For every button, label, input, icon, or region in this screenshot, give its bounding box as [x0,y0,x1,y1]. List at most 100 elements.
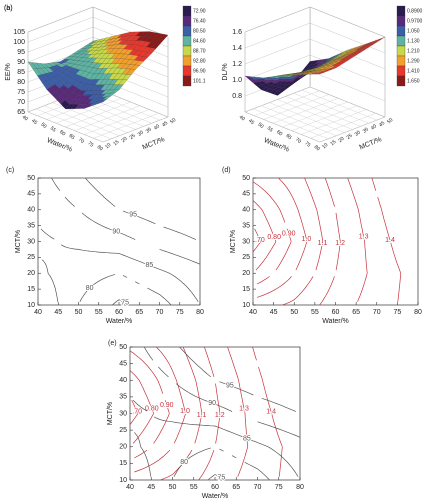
contour-label: 1.4 [385,237,395,244]
grid-line [244,38,386,70]
y-tick-label: 15 [329,139,337,147]
x-tick-label: 55 [190,484,198,491]
x-tick-label: 50 [75,309,83,316]
contour-line [252,228,261,253]
colorbar-swatch [182,15,192,27]
contour-label: 1.2 [335,240,345,247]
colorbar-label: 96.90 [193,68,206,74]
contour-label: 0.90 [160,402,174,409]
x-tick-label: 75 [303,140,311,148]
contour-label: 95 [129,212,137,219]
colorbar-swatch [396,5,406,17]
x-tick-label: 70 [294,137,302,145]
x-tick-label: 40 [238,114,246,122]
contour-line [282,177,324,306]
grid-line [277,99,353,130]
colorbar-swatch [182,45,192,57]
x-tick-label: 60 [332,309,340,316]
y-axis-label: MCT/% [141,136,165,151]
y-axis-label: MCT/% [230,230,237,253]
y-tick-label: 15 [119,460,127,467]
colorbar-swatch [396,45,406,57]
colorbar-label: 72.90 [193,8,206,14]
x-tick-label: 65 [135,309,143,316]
contour-line [252,181,292,285]
x-tick-label: 45 [247,118,255,126]
y-tick-label: 35 [27,222,35,229]
contour-label: 1.3 [239,405,249,412]
x-tick-label: 65 [232,484,240,491]
x-tick-label: 55 [49,125,57,133]
colorbar-swatch [182,35,192,47]
y-tick-label: 40 [119,377,127,384]
contour-line [173,447,270,481]
y-tick-label: 35 [362,126,370,134]
grid-line [261,105,337,136]
x-tick-label: 55 [95,309,103,316]
z-tick-label: 85 [17,69,25,76]
z-tick-label: 80 [17,79,25,86]
colorbar-label: 84.60 [193,38,206,44]
y-tick-label: 50 [119,344,127,351]
y-tick-label: 50 [242,175,250,182]
y-tick-label: 10 [242,302,250,309]
contour-line [371,177,402,302]
colorbar-label: 76.40 [193,18,206,24]
contour-line [198,346,221,481]
colorbar-label: 1.650 [407,78,420,84]
contour-label: 75 [217,475,225,482]
z-tick-label: 65 [17,109,25,116]
plot-frame [37,177,201,306]
y-tick-label: 25 [27,254,35,261]
x-tick-label: 45 [54,309,62,316]
z-axis-label: DL/% [222,63,229,80]
colorbar-label: 88.70 [193,48,206,54]
y-tick-label: 20 [27,270,35,277]
z-tick-label: 1.2 [232,61,242,68]
x-tick-label: 70 [373,309,381,316]
y-tick-label: 20 [337,136,345,144]
y-tick-label: 45 [27,191,35,198]
x-tick-label: 55 [266,125,274,133]
y-tick-label: 10 [321,142,329,150]
y-tick-label: 15 [242,286,250,293]
z-tick-label: 75 [17,89,25,96]
contour-line [51,177,201,265]
colorbar-swatch [182,65,192,77]
x-axis-label: Water/% [202,493,229,500]
z-axis-label: EE/% [5,63,12,81]
colorbar-swatch [182,75,192,87]
colorbar-swatch [182,25,192,37]
y-tick-label: 40 [153,123,161,131]
contour-line [129,350,170,459]
grid-line [44,105,120,136]
x-tick-label: 70 [254,484,262,491]
panel-label: (b) [4,5,13,12]
x-tick-label: 50 [256,122,264,130]
contour-label: 80 [86,285,94,292]
y-tick-label: 10 [119,477,127,484]
contour-line [227,346,249,477]
z-tick-label: 1.4 [232,45,242,52]
grid-line [309,86,386,118]
x-tick-label: 65 [68,133,76,141]
colorbar-swatch [182,5,192,17]
x-tick-label: 50 [39,122,47,130]
contour-line [40,228,199,302]
x-tick-label: 70 [77,137,85,145]
grid-line [293,93,369,124]
colorbar-label: 0.9700 [407,18,423,24]
y-tick-label: 30 [242,238,250,245]
colorbar-label: 1.130 [407,38,420,44]
x-tick-label: 60 [115,309,123,316]
x-tick-label: 65 [285,133,293,141]
x-tick-label: 80 [196,309,204,316]
z-tick-label: 70 [17,99,25,106]
x-tick-label: 70 [156,309,164,316]
x-tick-label: 80 [96,144,104,152]
colorbar-label: 92.80 [193,58,206,64]
contour-label: 1.1 [318,240,328,247]
x-tick-label: 60 [211,484,219,491]
contour-label: .70 [132,409,142,416]
